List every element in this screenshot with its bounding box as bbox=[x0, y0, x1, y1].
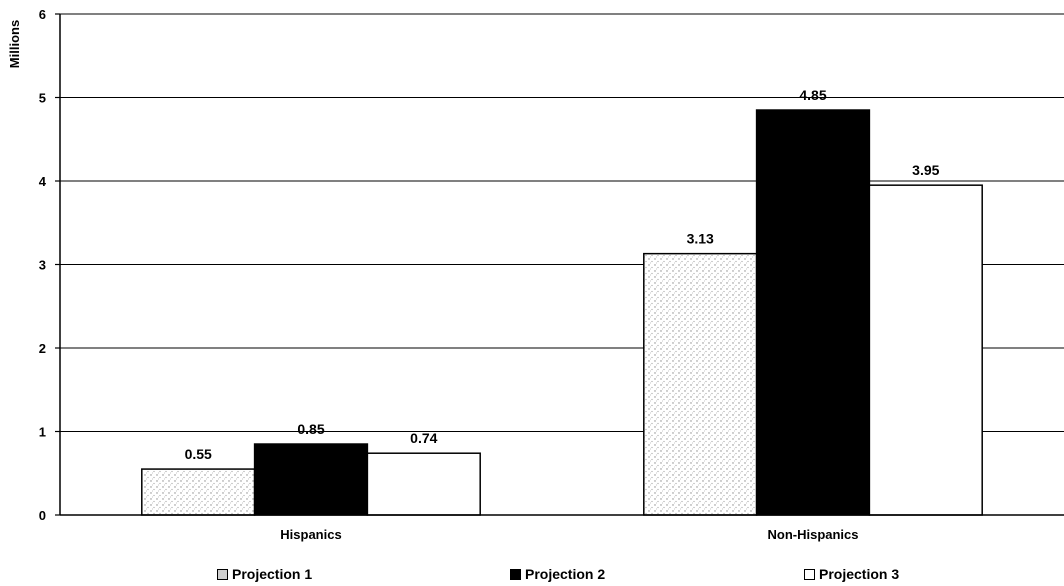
legend: Projection 1 Projection 2 Projection 3 bbox=[0, 566, 1064, 586]
bar-projection-2-hispanics bbox=[253, 443, 369, 516]
projection-3-swatch-icon bbox=[804, 568, 815, 580]
bar-projection-3-hispanics bbox=[366, 452, 481, 516]
y-tick-label: 1 bbox=[39, 425, 46, 440]
legend-label: Projection 3 bbox=[819, 566, 900, 582]
bar-projection-1-non-hispanics bbox=[643, 252, 758, 516]
y-tick-label: 3 bbox=[39, 258, 46, 273]
y-tick-label: 0 bbox=[39, 508, 46, 523]
y-tick-label: 5 bbox=[39, 91, 46, 106]
legend-item-projection-2: Projection 2 bbox=[510, 566, 605, 582]
legend-label: Projection 2 bbox=[525, 566, 606, 582]
legend-item-projection-1: Projection 1 bbox=[217, 566, 312, 582]
y-axis-label: Millions bbox=[7, 20, 22, 68]
bar-chart: 0 1 2 3 4 5 6 Millions 0.55 0.85 0.74 3.13 4.85 3.9… bbox=[7, 7, 1064, 542]
x-tick-label: Non-Hispanics bbox=[767, 527, 858, 542]
projection-2-swatch-icon bbox=[510, 568, 521, 580]
y-tick-label: 2 bbox=[39, 341, 46, 356]
legend-item-projection-3: Projection 3 bbox=[804, 566, 899, 582]
data-label: 3.13 bbox=[687, 231, 714, 247]
bar-projection-3-non-hispanics bbox=[868, 184, 983, 516]
data-label: 4.85 bbox=[799, 87, 826, 103]
y-tick-label: 6 bbox=[39, 7, 46, 22]
data-label: 0.55 bbox=[185, 446, 212, 462]
bar-projection-1-hispanics bbox=[141, 468, 256, 516]
data-label: 3.95 bbox=[912, 162, 939, 178]
projection-1-swatch-icon bbox=[217, 568, 228, 580]
bar-projection-2-non-hispanics bbox=[755, 109, 871, 516]
x-tick-label: Hispanics bbox=[280, 527, 341, 542]
data-label: 0.85 bbox=[297, 421, 324, 437]
y-tick-label: 4 bbox=[39, 174, 47, 189]
legend-label: Projection 1 bbox=[232, 566, 313, 582]
data-label: 0.74 bbox=[410, 430, 437, 446]
